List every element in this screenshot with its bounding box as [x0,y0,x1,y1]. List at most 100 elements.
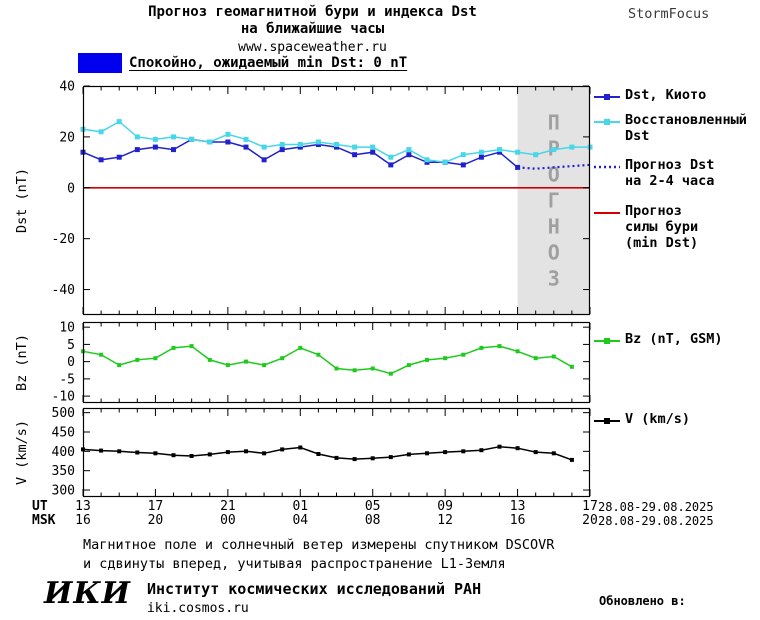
x-tick-label: 09 [437,499,453,514]
institute-block: ИКИ Институт космических исследований РА… [44,576,481,616]
plot-frame [82,85,591,316]
data-point [515,349,520,354]
y-tick-label: 10 [59,321,75,336]
y-tick-label: 350 [52,464,75,479]
x-axis-row-ut: UT 13 17 21 01 05 09 13 17 28.08-29.08.2025 [0,499,760,514]
y-tick-label: -40 [52,283,75,298]
data-point [152,144,158,150]
y-tick-label: 0 [67,355,75,370]
data-point [99,448,104,453]
y-axis-title: V (km/s) [14,420,30,485]
data-point [460,162,466,168]
data-point [515,149,521,155]
plot-frame [82,407,591,498]
data-point [442,159,448,165]
data-point [515,164,521,170]
data-point [261,157,267,163]
series-line [82,345,573,375]
data-point [280,356,285,361]
data-point [388,371,393,376]
data-point [225,450,230,455]
legend-item-storm-forecast: Прогноз силы бури (min Dst) [594,203,698,251]
data-point [533,356,538,361]
data-point [135,450,140,455]
dst-forecast-swatch [594,165,620,169]
data-point [424,157,430,163]
y-tick-label: -20 [52,232,75,247]
data-point [152,136,158,142]
data-source-note-1: Магнитное поле и солнечный ветер измерен… [83,537,555,553]
legend-item-dst-restored: Восстановленный Dst [594,112,747,144]
data-point [352,368,357,373]
page-subtitle: на ближайшие часы [240,21,385,37]
data-point [334,455,339,460]
series-line [517,163,591,170]
data-point [497,147,502,153]
data-point [406,452,411,457]
x-axis-row-label: UT [32,499,48,514]
legend-label-v: V (km/s) [625,411,691,427]
forecast-region-letter: О [548,163,560,187]
data-point [515,446,520,451]
data-point [370,456,375,461]
data-point [153,451,158,456]
data-point [443,450,448,455]
x-tick-label: 08 [364,513,381,528]
series-line [82,120,590,164]
plot-frame [82,321,591,404]
y-tick-label: 300 [52,484,75,499]
data-point [370,144,376,150]
data-point [207,357,212,362]
legend-item-dst-forecast: Прогноз Dst на 2-4 часа [594,157,714,189]
storm-status-banner: Спокойно, ожидаемый min Dst: 0 nT [78,53,407,73]
data-point [171,147,176,153]
y-tick-label: 450 [52,425,75,440]
data-source-notes: Магнитное поле и солнечный ветер измерен… [83,536,554,574]
data-point [569,364,574,369]
institute-name: Институт космических исследований РАН [146,580,482,598]
data-point [189,344,194,349]
x-tick-label: 13 [509,499,526,514]
x-tick-label: 04 [292,513,309,528]
data-point [225,363,230,368]
updated-label: Обновлено в: [599,594,686,608]
y-tick-label: 5 [67,338,75,353]
storm-forecast-swatch [594,212,620,214]
data-point [207,139,213,145]
data-point [207,452,212,457]
series-line [82,445,573,461]
forecast-region-letter: Н [548,215,560,239]
data-point [262,363,267,368]
data-point [244,359,248,364]
v-chart: 500 450 400 350 300 V (km/s) [14,406,591,499]
x-tick-label: 21 [220,499,236,514]
data-point [406,147,412,153]
data-point [243,136,249,142]
page-title: Прогноз геомагнитной бури и индекса Dst [148,4,477,20]
data-point [117,449,122,454]
data-point [135,357,140,362]
data-source-note-2: и сдвинуты вперед, учитывая распростране… [83,556,506,572]
data-point [297,144,303,150]
data-point [388,154,394,160]
brand-label: StormFocus [628,6,710,22]
data-point [315,139,321,145]
x-axis-date-range: 28.08-29.08.2025 [598,500,714,514]
dst-kyoto-swatch [594,94,620,100]
updated-block: Обновлено в: UT 13:05, 29.08.2025 MSK 16… [599,560,751,620]
y-tick-label: -5 [59,372,75,387]
data-point [117,363,122,368]
data-point [316,352,321,357]
data-point [388,162,394,168]
institute-site-url[interactable]: iki.cosmos.ru [146,601,249,616]
site-url[interactable]: www.spaceweather.ru [238,40,387,55]
data-point [171,345,176,350]
x-tick-label: 12 [437,513,453,528]
data-point [352,152,358,158]
data-point [497,149,502,155]
dst-restored-swatch [594,119,620,125]
data-point [262,451,267,456]
data-point [189,454,194,458]
data-point [425,451,429,456]
data-point [98,157,104,163]
